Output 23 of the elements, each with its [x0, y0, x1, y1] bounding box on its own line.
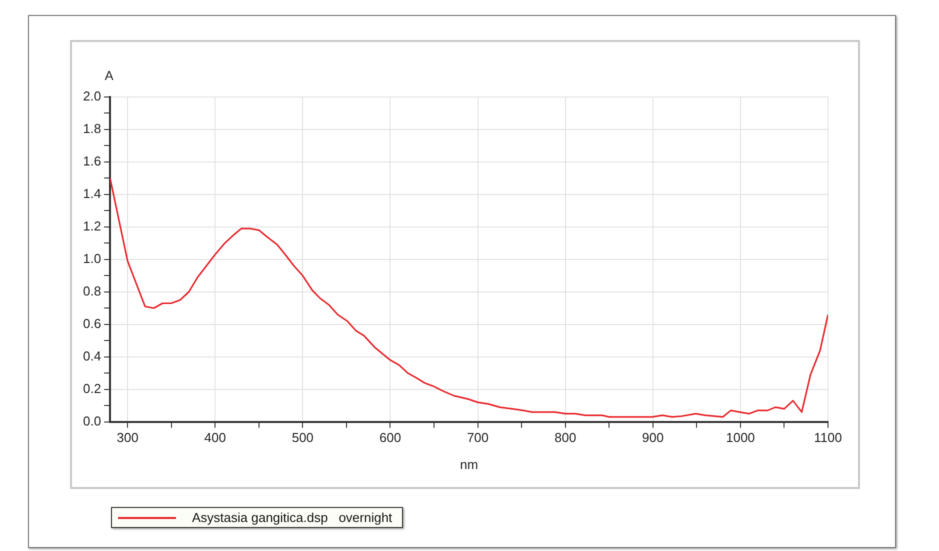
y-tick-label: 0.6	[82, 316, 102, 331]
y-tick-label: 1.8	[82, 121, 102, 136]
x-axis-title: nm	[460, 456, 478, 472]
x-tick-label: 1000	[726, 430, 755, 446]
x-tick-label: 900	[642, 430, 664, 446]
x-tick-label: 600	[379, 430, 402, 446]
y-tick-label: 0.4	[82, 348, 102, 364]
y-tick-label: 0.8	[82, 283, 102, 298]
y-tick-label: 1.4	[82, 186, 102, 202]
x-tick-label: 400	[204, 430, 226, 446]
x-tick-label: 300	[116, 430, 138, 446]
x-tick-label: 700	[466, 430, 489, 446]
y-tick-label: 0.2	[82, 380, 102, 396]
y-tick-label: 1.0	[82, 250, 102, 266]
x-tick-label: 800	[554, 430, 576, 446]
x-tick-label: 500	[292, 430, 314, 446]
y-axis-title: A	[104, 68, 114, 84]
y-tick-label: 1.6	[82, 154, 102, 169]
y-tick-label: 0.0	[82, 413, 102, 428]
x-tick-label: 1100	[814, 430, 842, 446]
legend-label: Asystasia gangitica.dsp overnight	[192, 510, 392, 525]
y-tick-label: 2.0	[82, 88, 102, 104]
y-tick-label: 1.2	[82, 218, 102, 234]
